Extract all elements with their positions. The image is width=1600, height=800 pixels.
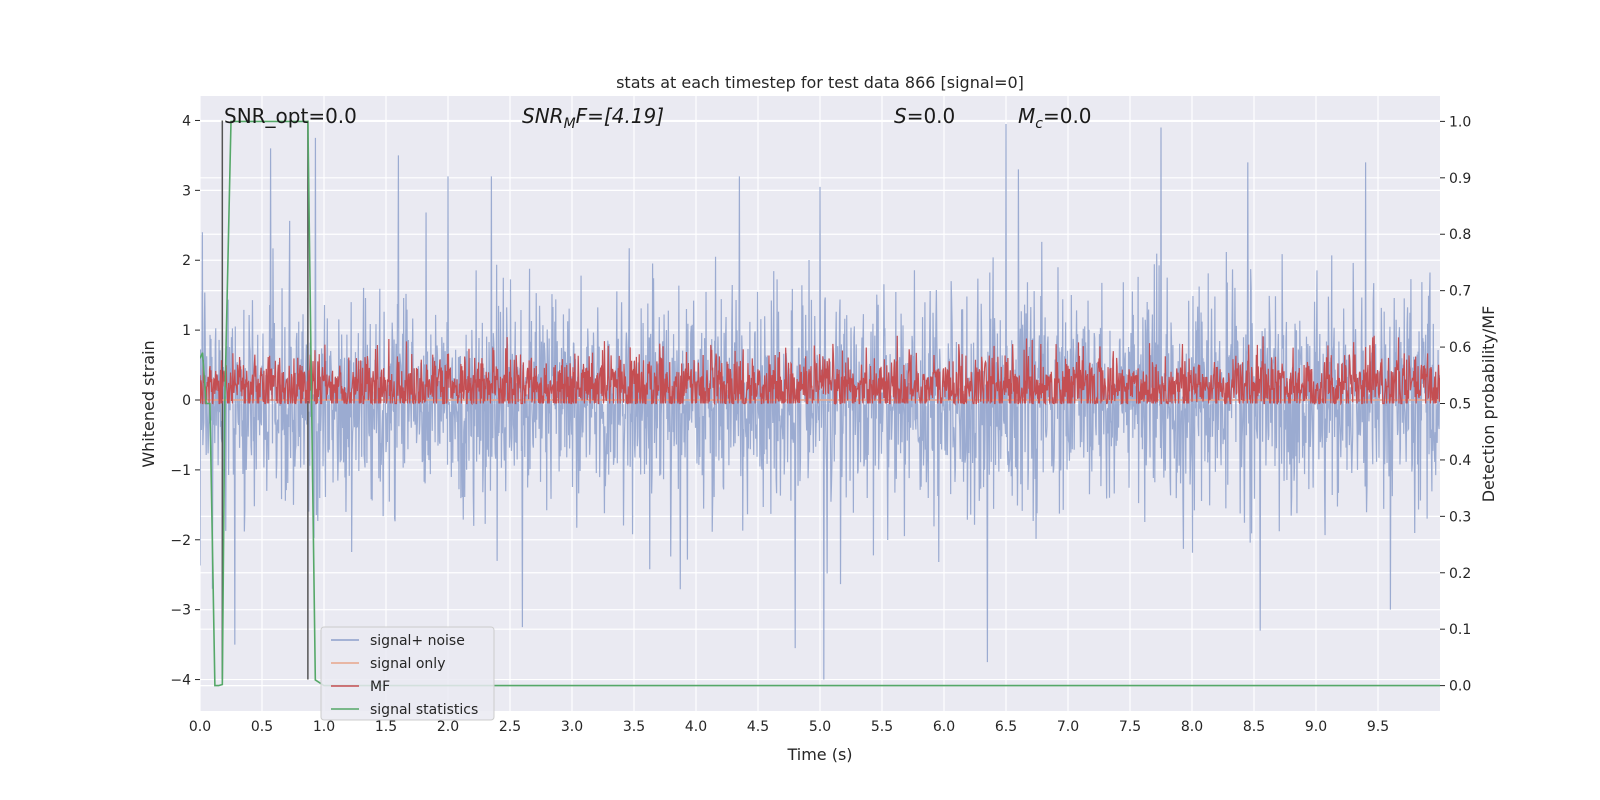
annotation-mc: Mc=0.0 bbox=[1018, 104, 1092, 132]
y2-tick-label: 0.8 bbox=[1449, 227, 1471, 243]
annotation-snr-mf: SNRMF=[4.19] bbox=[522, 104, 664, 132]
legend-entry-signal-only: signal only bbox=[331, 656, 445, 672]
x-ticks: 0.0 0.5 1.0 1.5 2.0 2.5 3.0 3.5 4.0 4.5 5.0 5.5 6.0 6… bbox=[189, 719, 1389, 735]
y2-tick-label: 0.1 bbox=[1449, 622, 1471, 638]
y2-tick-label: 0.6 bbox=[1449, 340, 1471, 356]
legend: signal+ noise signal only MF signal stat… bbox=[320, 626, 495, 721]
y2-tick-label: 0.7 bbox=[1449, 284, 1471, 300]
x-tick-label: 5.5 bbox=[871, 719, 893, 735]
x-tick-label: 7.0 bbox=[1057, 719, 1079, 735]
x-tick-label: 3.5 bbox=[623, 719, 645, 735]
x-tick-label: 1.0 bbox=[313, 719, 335, 735]
y2-tick-label: 0.3 bbox=[1449, 509, 1471, 525]
x-tick-label: 1.5 bbox=[375, 719, 397, 735]
y-tick-label: 4 bbox=[182, 113, 191, 129]
legend-entry-signal-statistics: signal statistics bbox=[331, 702, 478, 718]
x-axis-label: Time (s) bbox=[786, 745, 852, 764]
legend-entry-mf: MF bbox=[331, 679, 390, 695]
y2-tick-label: 0.9 bbox=[1449, 171, 1471, 187]
y-tick-label: −4 bbox=[170, 673, 191, 689]
series-line-mf bbox=[200, 335, 1440, 406]
x-tick-label: 4.0 bbox=[685, 719, 707, 735]
x-tick-label: 8.5 bbox=[1243, 719, 1265, 735]
y-axis-label: Whitened strain bbox=[139, 340, 158, 467]
x-tick-label: 5.0 bbox=[809, 719, 831, 735]
legend-entry-signal-noise: signal+ noise bbox=[331, 633, 465, 649]
y2-tick-label: 0.4 bbox=[1449, 453, 1471, 469]
y-tick-label: 0 bbox=[182, 393, 191, 409]
x-tick-label: 7.5 bbox=[1119, 719, 1141, 735]
y-tick-label: 2 bbox=[182, 253, 191, 269]
y2-tick-label: 0.0 bbox=[1449, 679, 1471, 695]
legend-label-signal-noise: signal+ noise bbox=[370, 633, 465, 649]
x-tick-label: 2.5 bbox=[499, 719, 521, 735]
x-tick-label: 9.0 bbox=[1305, 719, 1327, 735]
legend-box bbox=[320, 626, 495, 721]
x-tick-label: 9.5 bbox=[1367, 719, 1389, 735]
y2-tick-label: 0.5 bbox=[1449, 397, 1471, 413]
y-tick-label: −1 bbox=[170, 463, 191, 479]
x-tick-label: 0.5 bbox=[251, 719, 273, 735]
annotation-s: S=0.0 bbox=[894, 104, 955, 128]
legend-label-mf: MF bbox=[370, 679, 390, 695]
x-tick-label: 3.0 bbox=[561, 719, 583, 735]
x-tick-label: 8.0 bbox=[1181, 719, 1203, 735]
legend-label-signal-only: signal only bbox=[370, 656, 445, 672]
x-tick-label: 2.0 bbox=[437, 719, 459, 735]
annotation-snr-opt: SNR_opt=0.0 bbox=[224, 104, 357, 128]
x-tick-label: 0.0 bbox=[189, 719, 211, 735]
y-tick-label: −3 bbox=[170, 603, 191, 619]
y-tick-label: 3 bbox=[182, 183, 191, 199]
series-line-signal-statistics bbox=[200, 120, 1440, 687]
series-layer bbox=[200, 120, 1440, 687]
legend-label-signal-statistics: signal statistics bbox=[370, 702, 478, 718]
y-tick-label: 1 bbox=[182, 323, 191, 339]
y-tick-label: −2 bbox=[170, 533, 191, 549]
y-right-ticks: 0.0 0.1 0.2 0.3 0.4 0.5 0.6 0.7 0.8 0.9 1.0 bbox=[1440, 114, 1471, 695]
x-tick-label: 4.5 bbox=[747, 719, 769, 735]
chart-title: stats at each timestep for test data 866… bbox=[616, 73, 1024, 92]
x-tick-label: 6.5 bbox=[995, 719, 1017, 735]
plot-area bbox=[200, 120, 1440, 687]
y2-tick-label: 1.0 bbox=[1449, 114, 1471, 130]
y2-tick-label: 0.2 bbox=[1449, 566, 1471, 582]
x-tick-label: 6.0 bbox=[933, 719, 955, 735]
y2-axis-label: Detection probability/MF bbox=[1479, 306, 1498, 503]
y-left-ticks: −4 −3 −2 −1 0 1 2 3 4 bbox=[170, 113, 200, 689]
